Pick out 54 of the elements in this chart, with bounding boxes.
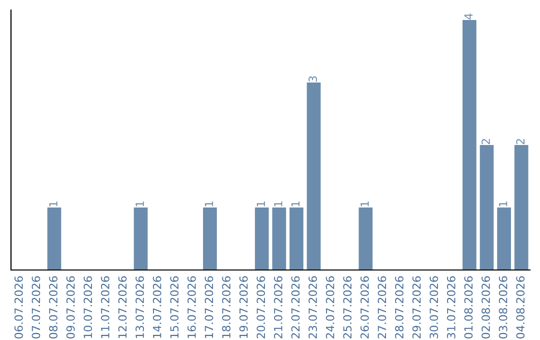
x-tick-label: 04.08.2026 [516,276,525,338]
data-label: 1 [274,201,282,206]
x-tick-label: 20.07.2026 [256,276,266,338]
data-label: 2 [516,139,524,144]
x-tick-label: 07.07.2026 [32,276,40,338]
x-tick-label: 23.07.2026 [308,276,317,338]
data-label: 3 [308,76,317,82]
x-tick-label: 17.07.2026 [204,276,214,338]
x-tick-label: 08.07.2026 [49,276,58,338]
data-label: 2 [482,139,490,144]
x-tick-label: 18.07.2026 [222,276,230,338]
x-tick-label: 02.08.2026 [482,276,490,338]
x-tick-label: 21.07.2026 [274,276,282,338]
bar [203,208,217,270]
bar [134,208,148,270]
x-tick-label: 01.08.2026 [464,276,473,338]
x-tick-label: 24.07.2026 [326,276,334,338]
bar [290,208,304,270]
x-tick-label: 27.07.2026 [378,276,386,338]
x-tick-label: 16.07.2026 [187,276,196,338]
x-tick-label: 06.07.2026 [14,276,23,338]
bar [47,208,62,270]
data-label: 1 [49,201,58,206]
x-tick-label: 15.07.2026 [170,276,179,338]
x-tick-label: 25.07.2026 [343,276,352,338]
x-tick-label: 12.07.2026 [118,276,127,338]
data-label: 1 [136,201,144,206]
data-label: 1 [256,201,265,206]
x-tick-label: 19.07.2026 [239,276,248,338]
data-label: 1 [360,201,369,206]
bar [306,82,321,270]
x-tick-label: 31.07.2026 [446,276,456,338]
x-tick-label: 14.07.2026 [152,276,162,338]
x-tick-label: 29.07.2026 [412,276,421,338]
data-label: 1 [291,201,300,206]
x-tick-label: 10.07.2026 [84,276,92,338]
data-label: 1 [499,201,508,206]
x-tick-label: 22.07.2026 [291,276,300,338]
bar [514,145,528,270]
data-label: 1 [204,201,214,206]
x-tick-label: 28.07.2026 [395,276,404,338]
bar [272,208,286,270]
x-tick-label: 26.07.2026 [360,276,369,338]
x-tick-label: 09.07.2026 [66,276,75,338]
x-tick-label: 11.07.2026 [100,276,110,338]
x-tick-label: 30.07.2026 [430,276,438,338]
x-tick-label: 13.07.2026 [136,276,144,338]
bar [462,20,476,270]
bar [254,208,269,270]
data-label: 4 [464,14,473,20]
bar [358,208,373,270]
x-tick-label: 03.08.2026 [498,276,508,338]
bar [480,145,494,270]
bar [497,208,511,270]
